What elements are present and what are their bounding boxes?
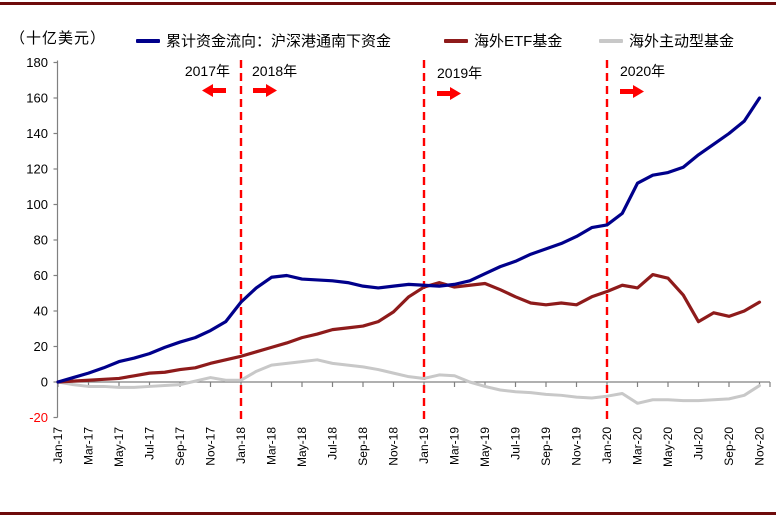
y-tick-label: -20 xyxy=(29,410,48,425)
y-tick-label: 100 xyxy=(26,197,48,212)
legend-item-southbound: 累计资金流向：沪深港通南下资金 xyxy=(136,30,391,51)
x-tick-label: Mar-18 xyxy=(265,427,279,465)
legend-line-swatch xyxy=(599,38,623,43)
x-tick-label: Nov-17 xyxy=(204,427,218,466)
line-overseas-active-funds xyxy=(56,358,761,405)
axis-unit-label: （十亿美元） xyxy=(10,30,107,47)
x-tick-label: Sep-20 xyxy=(722,427,736,466)
right-arrow-icon xyxy=(620,85,644,98)
year-annotations: 2017年 2018年 2019年 2020年 xyxy=(185,63,665,100)
x-tick-label: Jul-20 xyxy=(692,427,706,460)
year-boundary-dashed-lines xyxy=(239,60,609,420)
x-tick-label: Mar-19 xyxy=(448,427,462,465)
x-tick-label: Sep-17 xyxy=(173,427,187,466)
line-southbound-cumulative-flow xyxy=(56,96,762,384)
y-tick-label: 40 xyxy=(34,304,48,319)
x-tick-label: Sep-18 xyxy=(356,427,370,466)
x-tick-label: Nov-19 xyxy=(570,427,584,466)
x-tick-label: Mar-20 xyxy=(631,427,645,465)
y-tick-label: 140 xyxy=(26,126,48,141)
x-tick-label: May-17 xyxy=(112,427,126,467)
x-tick-label: Jul-19 xyxy=(509,427,523,460)
annotation-2018-label: 2018年 xyxy=(252,63,297,79)
legend-item-overseas-etf: 海外ETF基金 xyxy=(444,30,562,51)
line-overseas-etf-funds xyxy=(56,273,762,384)
x-tick-label: Jan-20 xyxy=(600,427,614,464)
legend-item-overseas-active: 海外主动型基金 xyxy=(599,30,734,51)
y-tick-label: 60 xyxy=(34,268,48,283)
right-arrow-icon xyxy=(437,87,461,100)
right-arrow-icon xyxy=(253,84,277,97)
annotation-2017-label: 2017年 xyxy=(185,63,230,79)
y-tick-label: 180 xyxy=(26,55,48,70)
x-tick-label: Mar-17 xyxy=(82,427,96,465)
axes: -20 0 20 40 60 80 100 120 140 160 180 Jan-17 Mar-17 M… xyxy=(26,55,771,467)
top-border-rule xyxy=(0,2,776,5)
series-lines xyxy=(56,96,762,405)
x-tick-label: May-20 xyxy=(661,427,675,467)
left-arrow-icon xyxy=(202,84,226,97)
annotation-2020-label: 2020年 xyxy=(620,63,665,79)
x-tick-label: Nov-18 xyxy=(387,427,401,466)
x-tick-label: Jul-17 xyxy=(143,427,157,460)
y-tick-label: 0 xyxy=(41,375,48,390)
y-tick-label: 80 xyxy=(34,233,48,248)
x-tick-label: Jan-17 xyxy=(51,427,65,464)
legend-label: 海外主动型基金 xyxy=(629,33,735,50)
x-tick-label: May-18 xyxy=(295,427,309,467)
x-tick-label: Jul-18 xyxy=(326,427,340,460)
y-tick-label: 160 xyxy=(26,91,48,106)
x-tick-label: May-19 xyxy=(478,427,492,467)
bottom-border-rule xyxy=(0,512,776,515)
x-tick-label: Jan-19 xyxy=(417,427,431,464)
legend-line-swatch xyxy=(136,38,160,43)
x-tick-label: Jan-18 xyxy=(234,427,248,464)
x-tick-label: Nov-20 xyxy=(753,427,767,466)
legend-label: 累计资金流向：沪深港通南下资金 xyxy=(166,33,392,50)
x-tick-label: Sep-19 xyxy=(539,427,553,466)
legend-line-swatch xyxy=(444,38,468,43)
y-tick-label: 20 xyxy=(34,339,48,354)
annotation-2019-label: 2019年 xyxy=(437,65,482,81)
y-tick-label: 120 xyxy=(26,162,48,177)
legend-label: 海外ETF基金 xyxy=(474,33,563,50)
